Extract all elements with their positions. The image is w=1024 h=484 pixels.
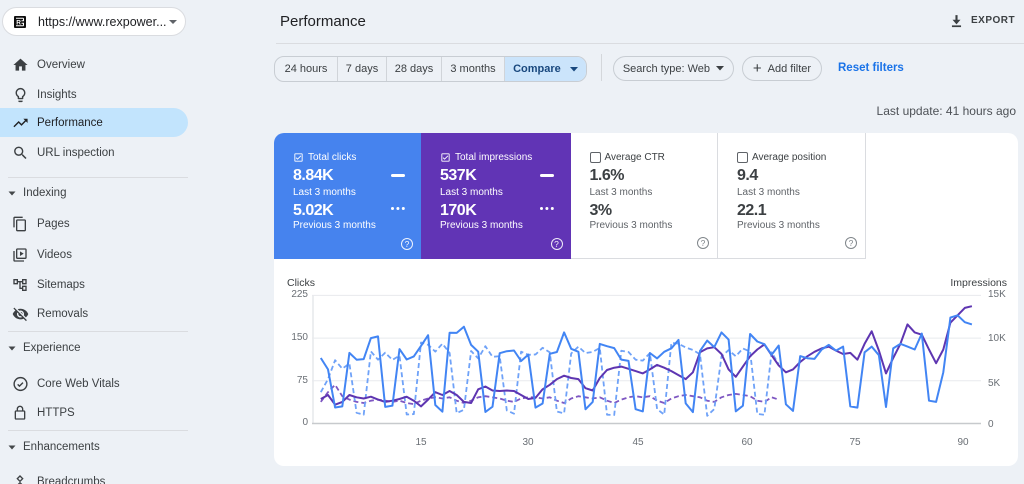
svg-text:R: R — [16, 19, 21, 26]
